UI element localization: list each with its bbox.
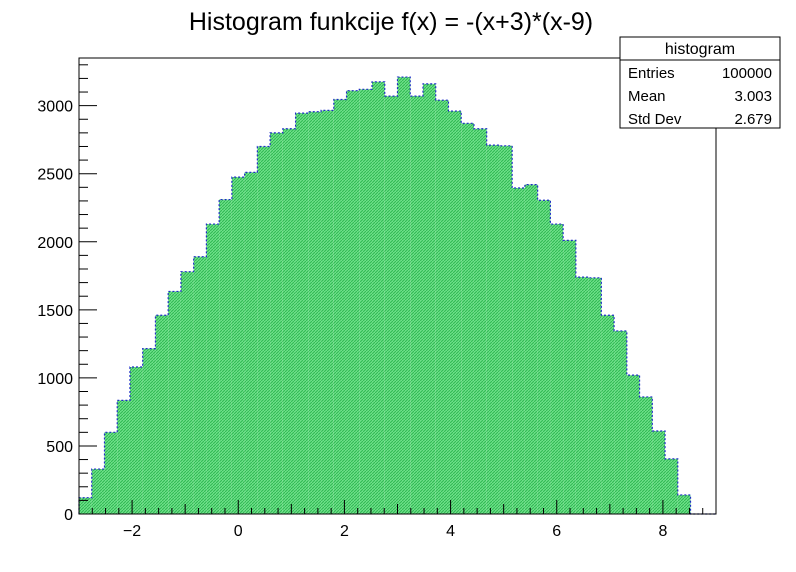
x-tick-label: 8: [658, 523, 667, 540]
histogram-bar: [512, 187, 525, 515]
histogram-bar: [180, 271, 194, 514]
stats-entries-label: Entries: [628, 65, 675, 82]
stats-box: histogram Entries 100000 Mean 3.003 Std …: [619, 36, 781, 129]
histogram-bar: [499, 145, 513, 515]
histogram-bar: [422, 83, 436, 515]
histogram-bar: [155, 315, 169, 514]
histogram-bar: [537, 200, 551, 514]
chart-title: Histogram funkcije f(x) = -(x+3)*(x-9): [189, 8, 593, 36]
histogram-bar: [588, 277, 602, 514]
histogram-bar: [295, 113, 309, 514]
histogram-bar: [206, 224, 220, 514]
y-tick-label: 0: [64, 507, 73, 524]
x-axis: −2 0 2 4 6 8: [78, 500, 717, 540]
histogram-bar: [244, 172, 258, 514]
histogram-bar: [91, 469, 105, 514]
histogram-bar: [410, 96, 423, 514]
histogram-bar: [626, 375, 640, 514]
stats-mean-value: 3.003: [734, 88, 772, 105]
histogram-bar: [168, 291, 181, 514]
histogram-bar: [614, 330, 627, 514]
histogram-bar: [308, 111, 322, 515]
histogram-bar: [270, 132, 283, 515]
x-tick-label: −2: [123, 523, 141, 540]
histogram-bar: [282, 128, 296, 514]
histogram-bar: [524, 184, 538, 514]
x-tick-label: 0: [234, 523, 243, 540]
histogram-bar: [333, 99, 347, 514]
x-tick-label: 6: [552, 523, 561, 540]
x-tick-label: 2: [340, 523, 349, 540]
histogram-bar: [384, 96, 398, 514]
y-tick-label: 2000: [37, 235, 73, 252]
histogram-bar: [117, 400, 130, 514]
y-tick-label: 500: [46, 439, 73, 456]
stats-box-frame: [619, 36, 781, 129]
histogram-bar: [665, 458, 678, 514]
histogram-bar: [219, 199, 232, 514]
y-axis: 0 500 1000 1500 2000 2500 3000: [37, 64, 97, 524]
y-tick-label: 2500: [37, 167, 73, 184]
histogram-bar: [231, 177, 245, 514]
histogram-bar: [359, 89, 373, 514]
x-tick-label: 4: [446, 523, 455, 540]
stats-entries-value: 100000: [722, 65, 772, 82]
histogram-bar: [473, 128, 487, 514]
histogram-bar: [397, 77, 411, 515]
histogram-bar: [321, 110, 334, 514]
histogram-bar: [142, 348, 156, 514]
histogram-bar: [129, 366, 143, 514]
histogram-bar: [448, 111, 462, 514]
y-tick-label: 1500: [37, 303, 73, 320]
histogram-bar: [372, 81, 385, 514]
histogram-bar: [575, 277, 589, 514]
histogram-bar: [346, 90, 360, 515]
y-tick-label: 1000: [37, 371, 73, 388]
bars-group: [79, 77, 691, 515]
histogram-bar: [461, 123, 474, 514]
histogram-bar: [563, 240, 576, 514]
stats-stddev-label: Std Dev: [628, 111, 682, 128]
histogram-bar: [652, 430, 666, 514]
histogram-bar: [104, 432, 118, 514]
histogram-bar: [677, 494, 691, 514]
stats-box-title: histogram: [665, 41, 735, 58]
stats-stddev-value: 2.679: [734, 111, 772, 128]
histogram-bar: [435, 100, 449, 514]
histogram-bar: [550, 224, 564, 514]
histogram-bar: [486, 145, 500, 514]
histogram-bar: [79, 497, 92, 514]
histogram-bar: [639, 396, 653, 514]
stats-mean-label: Mean: [628, 88, 666, 105]
y-tick-label: 3000: [37, 99, 73, 116]
histogram-bar: [257, 146, 271, 515]
histogram-bar: [601, 315, 615, 514]
histogram-bar: [193, 256, 207, 514]
